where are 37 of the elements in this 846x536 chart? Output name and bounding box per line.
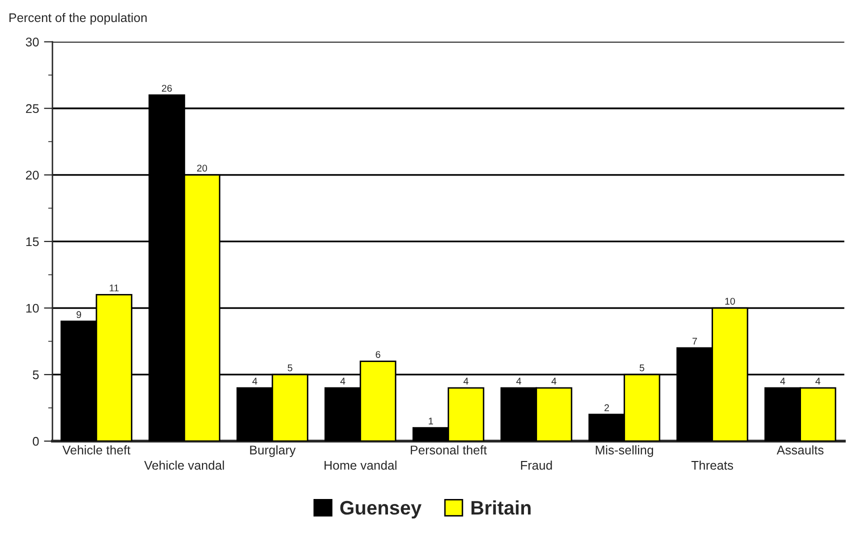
x-tick-label: Burglary [250,445,296,457]
data-label: 20 [197,164,208,172]
x-tick-label: Vehicle vandal [144,460,224,470]
y-tick-label: 20 [26,170,39,180]
y-tick-label: 30 [26,38,39,46]
y-tick-label: 5 [32,370,39,380]
y-tick-label: 25 [26,104,39,114]
data-label: 4 [252,378,258,384]
legend-label: Britain [472,500,531,515]
data-label: 26 [162,84,172,92]
data-label: 4 [815,378,820,384]
data-label: 4 [340,378,346,384]
x-tick-label: Home vandal [324,460,396,470]
data-label: 4 [551,378,556,384]
x-tick-label: Threats [691,460,734,470]
data-label: 10 [725,298,735,305]
data-label: 4 [463,378,468,384]
data-label: 5 [288,364,292,372]
y-tick-label: 10 [26,304,39,313]
data-label: 2 [604,404,609,412]
legend-label: Guensey [340,500,422,518]
data-label: 5 [640,364,644,372]
x-tick-label: Personal theft [410,445,487,454]
y-tick-label: 0 [32,436,39,446]
x-tick-label: Vehicle theft [62,445,130,454]
y-tick-label: 15 [26,237,39,246]
data-label: 1 [428,418,434,424]
y-axis-title: Percent of the population [9,12,147,25]
x-tick-label: Mis-selling [596,445,654,457]
x-tick-label: Fraud [521,460,552,470]
data-label: 7 [692,338,697,345]
data-label: 4 [516,378,522,384]
x-tick-label: Assaults [776,445,824,454]
data-label: 4 [780,378,786,384]
data-label: 6 [376,351,380,358]
data-label: 11 [110,284,119,292]
data-label: 9 [76,311,82,318]
